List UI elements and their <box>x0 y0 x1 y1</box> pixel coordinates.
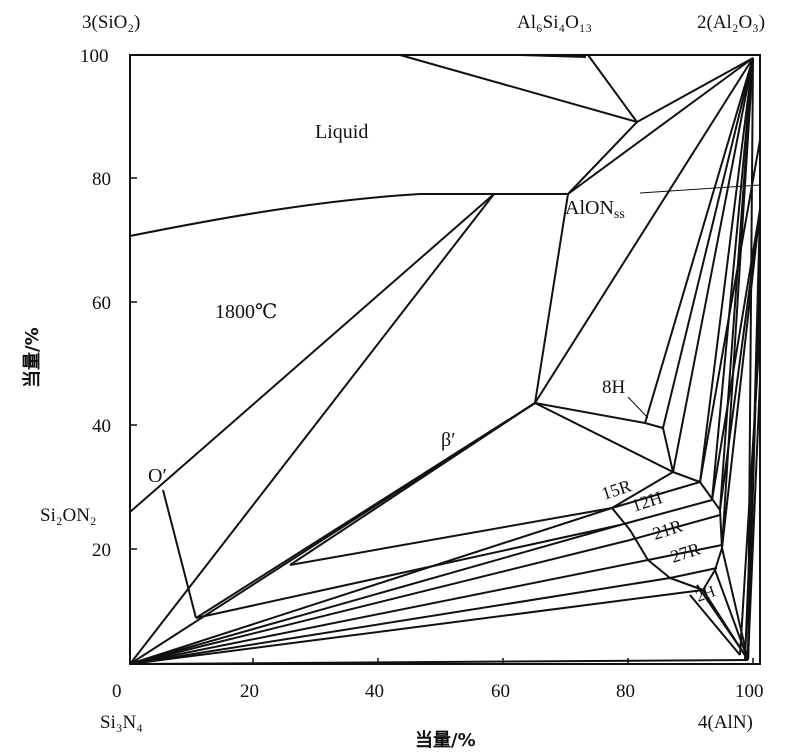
region-15r: 15R <box>599 476 634 504</box>
tie-si3n4-aln <box>129 659 749 665</box>
x-tick-80: 80 <box>616 681 635 702</box>
liquidus-line <box>129 54 638 237</box>
alon-left-edge <box>534 193 569 404</box>
tie-beta-polytype-1 <box>289 507 613 566</box>
band-15r <box>611 481 701 509</box>
phase-boundaries <box>129 54 761 665</box>
h8-edge-2 <box>534 402 674 473</box>
x-tick-0: 0 <box>112 681 122 702</box>
tie-al2o3-15r <box>672 57 754 473</box>
x-tick-60: 60 <box>491 681 510 702</box>
corner-aln-label: 4(AlN) <box>698 712 753 733</box>
h2-edge-2 <box>714 569 749 661</box>
y-tick-60: 60 <box>92 293 111 314</box>
region-beta: β′ <box>441 429 456 451</box>
x-tick-20: 20 <box>240 681 259 702</box>
band-12h <box>619 499 713 526</box>
right-tie-5 <box>721 209 761 549</box>
y-tick-40: 40 <box>92 416 111 437</box>
region-8h: 8H <box>602 377 626 398</box>
alon-subscript: ss <box>614 207 625 222</box>
region-o-prime: O′ <box>148 465 167 487</box>
plot-frame <box>129 54 761 665</box>
tie-si3n4-15r <box>129 507 613 665</box>
y-tick-20: 20 <box>92 540 111 561</box>
tie-si3n4-27r <box>129 559 649 665</box>
tie-al2o3-21r <box>711 57 754 501</box>
right-tie-3 <box>719 209 761 511</box>
region-alon: AlONss <box>565 197 625 222</box>
h8-edge-4 <box>662 57 754 429</box>
tie-al2o3-lower <box>721 57 754 549</box>
alon-upper-edge <box>567 57 754 195</box>
band-21r <box>629 514 721 541</box>
si2on2-label: Si₂ON₂ <box>40 505 97 526</box>
h2-edge-4 <box>689 594 741 656</box>
tie-si3n4-lower <box>129 577 671 665</box>
right-tie-2 <box>711 209 761 501</box>
x-axis-label: 当量/% <box>415 729 476 751</box>
y-tick-100: 100 <box>80 46 109 67</box>
h8-edge-5 <box>662 427 674 473</box>
tie-beta-polytype-2 <box>195 524 621 619</box>
right-tie-8 <box>739 329 761 656</box>
y-tick-80: 80 <box>92 169 111 190</box>
8h-pointer <box>627 396 649 419</box>
alon-ss-line <box>639 184 761 194</box>
region-liquid: Liquid <box>315 121 368 143</box>
tie-si3n4-12h <box>129 524 621 665</box>
top-boundary-b <box>519 54 587 58</box>
h2-edge-3 <box>721 547 749 661</box>
right-tie-7 <box>744 289 761 661</box>
beta-tie-2 <box>289 402 536 566</box>
x-tick-100: 100 <box>735 681 764 702</box>
region-21r: 21R <box>650 516 685 544</box>
h8-edge-3 <box>644 57 754 424</box>
alon-right-edge <box>534 57 754 404</box>
h2-edge-5 <box>696 584 746 656</box>
corner-sio2-label: 3(SiO₂) <box>82 12 140 33</box>
h8-edge-1 <box>534 402 664 429</box>
x-tick-40: 40 <box>365 681 384 702</box>
y-axis-label: 当量/% <box>21 327 43 388</box>
corner-mullite-label: Al₆Si₄O₁₃ <box>517 12 592 33</box>
region-temperature: 1800℃ <box>215 301 277 323</box>
o-prime-line <box>129 193 495 513</box>
y-axis-ticks <box>130 54 137 550</box>
corner-si3n4-label: Si₃N₄ <box>100 712 143 733</box>
corner-al2o3-label: 2(Al₂O₃) <box>697 12 765 33</box>
region-27r: 27R <box>668 539 703 567</box>
mullite-boundary <box>587 54 754 123</box>
region-12h: 12H <box>629 487 665 516</box>
band-27r <box>647 544 723 561</box>
right-tie-1 <box>699 139 761 483</box>
o-prime-lower <box>162 489 197 619</box>
tie-si3n4-21r <box>129 539 631 665</box>
beta-left-edge <box>129 193 495 665</box>
region-2h: 2H <box>694 583 719 606</box>
alon-text: AlON <box>565 197 614 219</box>
beta-tie-1 <box>195 402 536 619</box>
tie-si3n4-2h <box>129 589 704 665</box>
band-lower <box>669 567 718 579</box>
tie-al2o3-12h <box>699 57 754 483</box>
right-tie-9 <box>747 379 761 661</box>
